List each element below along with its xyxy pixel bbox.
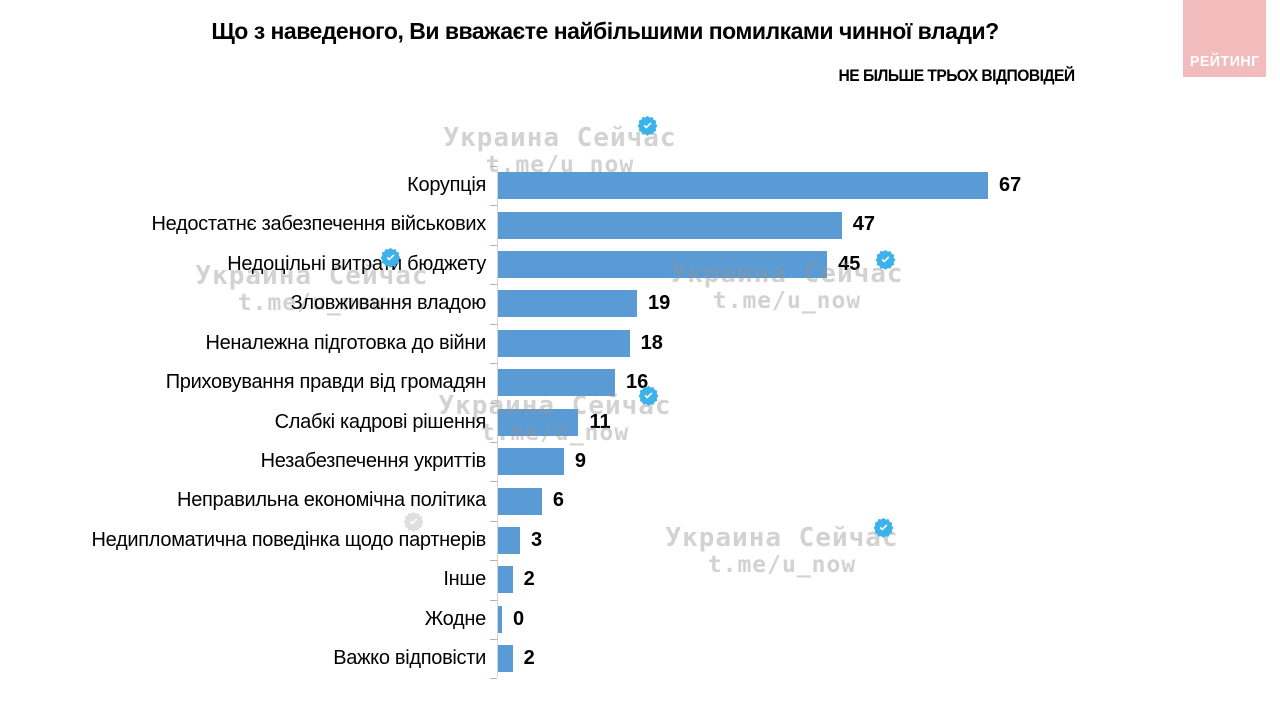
verified-check-icon	[873, 517, 894, 538]
bar-value-label: 16	[626, 371, 649, 394]
axis-tick	[490, 323, 497, 325]
watermark-channel-name: Украина Сейчас	[438, 391, 672, 421]
bar	[498, 605, 502, 633]
axis-tick	[490, 363, 497, 365]
telegram-watermark: Украина Сейчас t.me/u_now	[400, 123, 720, 179]
telegram-watermark: Украина Сейчас t.me/u_now	[627, 259, 947, 315]
watermark-channel-url: t.me/u_now	[712, 288, 862, 315]
bar	[498, 408, 579, 436]
axis-tick	[490, 441, 497, 443]
bar	[498, 211, 842, 239]
bar	[498, 645, 513, 673]
verified-check-icon	[638, 385, 659, 406]
bar-category-label: Неправильна економічна політика	[177, 489, 486, 512]
bar-category-label: Зловживання владою	[290, 292, 487, 315]
chart-title: Що з наведеного, Ви вважаєте найбільшими…	[211, 18, 999, 44]
axis-tick	[490, 166, 497, 167]
rating-logo: РЕЙТИНГ	[1183, 0, 1266, 77]
bar	[498, 526, 520, 554]
axis-tick	[490, 402, 497, 404]
bar	[498, 448, 564, 476]
bar-value-label: 2	[523, 647, 535, 670]
axis-tick	[490, 639, 497, 641]
axis-tick	[490, 560, 497, 562]
bar-category-label: Недипломатична поведінка щодо партнерів	[91, 528, 486, 551]
bar-value-label: 0	[513, 607, 525, 630]
bar	[498, 172, 988, 200]
bar-value-label: 45	[838, 252, 861, 275]
axis-tick	[490, 520, 497, 522]
bar	[498, 487, 542, 515]
bar-value-label: 2	[523, 568, 535, 591]
bar-category-label: Неналежна підготовка до війни	[205, 331, 486, 354]
bar-category-label: Приховування правди від громадян	[165, 371, 487, 394]
bar	[498, 369, 615, 397]
bar	[498, 251, 828, 279]
axis-tick	[490, 205, 497, 207]
telegram-watermark: Украина Сейчас t.me/u_now	[395, 391, 715, 447]
watermark-channel-name: Украина Сейчас	[670, 259, 904, 289]
bar-value-label: 9	[574, 449, 586, 472]
bar-category-label: Корупція	[407, 174, 486, 196]
bar-value-label: 11	[589, 410, 611, 433]
rating-logo-label: РЕЙТИНГ	[1189, 53, 1260, 70]
bar	[498, 290, 637, 318]
verified-check-icon	[380, 247, 401, 268]
bar-value-label: 6	[552, 489, 564, 512]
telegram-watermark: Украина Сейчас t.me/u_now	[152, 261, 472, 317]
bar-category-label: Незабезпечення укриттів	[260, 449, 487, 472]
axis-tick	[490, 678, 497, 680]
bar-value-label: 47	[852, 213, 875, 236]
axis-tick	[490, 481, 497, 483]
watermark-channel-url: t.me/u_now	[480, 420, 630, 447]
bar-category-label: Інше	[443, 568, 486, 591]
verified-check-icon	[875, 249, 896, 270]
watermark-channel-url: t.me/u_now	[707, 552, 857, 579]
verified-check-icon	[637, 115, 658, 136]
verified-check-icon	[403, 511, 424, 532]
axis-tick	[490, 244, 497, 246]
chart-subtitle: НЕ БІЛЬШЕ ТРЬОХ ВІДПОВІДЕЙ	[838, 66, 1076, 85]
axis-tick	[490, 599, 497, 601]
y-axis-line	[497, 167, 498, 678]
bar-value-label: 19	[647, 292, 671, 315]
bar-category-label: Слабкі кадрові рішення	[274, 410, 487, 433]
bar-value-label: 18	[640, 331, 663, 354]
bar-category-label: Недоцільні витрати бюджету	[227, 252, 486, 275]
watermark-channel-name: Украина Сейчас	[443, 123, 677, 153]
bar-value-label: 67	[999, 174, 1022, 196]
bar-category-label: Жодне	[424, 607, 487, 630]
axis-tick	[490, 284, 497, 286]
bar	[498, 329, 630, 357]
telegram-watermark: Украина Сейчас t.me/u_now	[622, 523, 942, 579]
bar-category-label: Важко відповісти	[333, 647, 486, 670]
watermark-channel-url: t.me/u_now	[237, 290, 387, 317]
bar-category-label: Недостатнє забезпечення військових	[151, 213, 486, 236]
bar-value-label: 3	[530, 528, 543, 551]
watermark-channel-name: Украина Сейчас	[665, 523, 899, 553]
bar	[498, 566, 513, 594]
